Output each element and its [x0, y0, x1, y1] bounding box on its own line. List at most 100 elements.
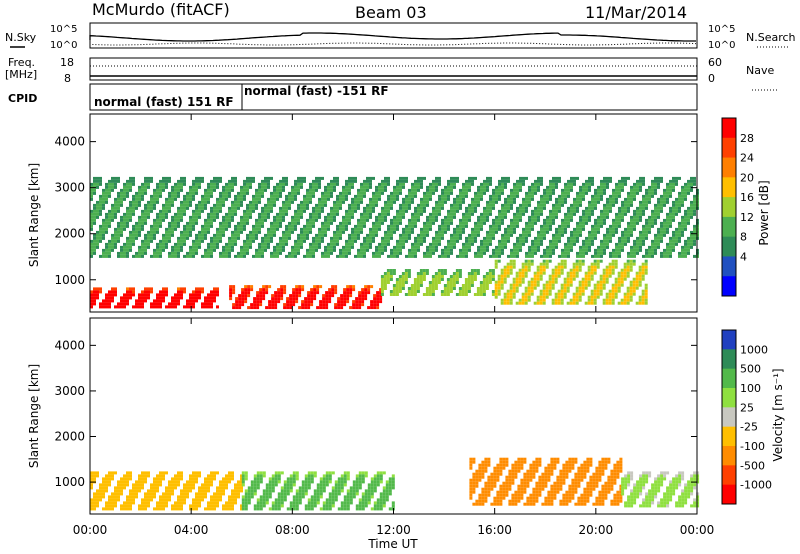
heat-cell: [282, 242, 285, 246]
heat-cell: [274, 291, 278, 295]
heat-cell: [243, 212, 246, 216]
heat-cell: [141, 486, 144, 490]
heat-cell: [186, 200, 189, 204]
heat-cell: [654, 203, 657, 207]
heat-cell: [153, 254, 156, 258]
heat-cell: [333, 206, 336, 210]
heat-cell: [608, 268, 612, 272]
heat-cell: [597, 221, 600, 225]
heat-cell: [558, 239, 561, 243]
heat-cell: [333, 200, 336, 204]
heat-cell: [605, 292, 609, 296]
heat-cell: [549, 251, 552, 255]
heat-cell: [258, 212, 261, 216]
heat-cell: [231, 200, 234, 204]
heat-cell: [585, 218, 588, 222]
heat-cell: [621, 209, 624, 213]
heat-cell: [569, 283, 573, 287]
heat-cell: [389, 272, 393, 275]
heat-cell: [195, 206, 198, 210]
heat-cell: [138, 489, 141, 493]
heat-cell: [588, 185, 591, 189]
heat-cell: [498, 179, 501, 183]
heat-cell: [357, 254, 360, 258]
heat-cell: [358, 294, 362, 298]
heat-cell: [560, 259, 564, 263]
heat-cell: [351, 227, 354, 231]
heat-cell: [192, 305, 195, 309]
heat-cell: [506, 265, 510, 269]
heat-cell: [222, 197, 225, 201]
heat-cell: [255, 236, 258, 240]
heat-cell: [225, 227, 228, 231]
heat-cell: [270, 239, 273, 243]
heat-cell: [459, 233, 462, 237]
heat-cell: [594, 203, 597, 207]
heat-cell: [543, 251, 546, 255]
heat-cell: [410, 287, 414, 290]
heat-cell: [90, 474, 93, 478]
heat-cell: [512, 277, 516, 281]
heat-cell: [114, 236, 117, 240]
heat-cell: [96, 179, 99, 183]
heat-cell: [644, 289, 648, 293]
heat-cell: [312, 185, 315, 189]
heat-cell: [174, 218, 177, 222]
heat-cell: [447, 194, 450, 198]
heat-cell: [402, 233, 405, 237]
heat-cell: [162, 218, 165, 222]
heat-cell: [324, 197, 327, 201]
heat-cell: [114, 489, 117, 493]
heat-cell: [687, 179, 690, 183]
heat-cell: [177, 248, 180, 252]
heat-cell: [204, 203, 207, 207]
heat-cell: [384, 212, 387, 216]
heat-cell: [599, 280, 603, 284]
heat-cell: [425, 287, 429, 290]
heat-cell: [552, 185, 555, 189]
heat-cell: [324, 188, 327, 192]
heat-cell: [348, 242, 351, 246]
freq-unit-label: [MHz]: [5, 68, 37, 81]
heat-cell: [354, 179, 357, 183]
heat-cell: [357, 251, 360, 255]
heat-cell: [105, 218, 108, 222]
heat-cell: [482, 278, 486, 281]
heat-cell: [458, 269, 462, 272]
heat-cell: [93, 182, 96, 186]
heat-cell: [138, 203, 141, 207]
heat-cell: [621, 248, 624, 252]
heat-cell: [336, 230, 339, 234]
heat-cell: [348, 212, 351, 216]
heat-cell: [135, 480, 138, 484]
heat-cell: [459, 236, 462, 240]
heat-cell: [351, 212, 354, 216]
heat-cell: [576, 230, 579, 234]
heat-cell: [141, 299, 144, 303]
heat-cell: [177, 209, 180, 213]
heat-cell: [342, 254, 345, 258]
heat-cell: [105, 182, 108, 186]
noise-left-tick-top: 10^5: [50, 24, 77, 35]
heat-cell: [618, 188, 621, 192]
heat-cell: [126, 188, 129, 192]
heat-cell: [198, 239, 201, 243]
heat-cell: [339, 200, 342, 204]
heat-cell: [345, 215, 348, 219]
heat-cell: [669, 206, 672, 210]
heat-cell: [300, 206, 303, 210]
heat-cell: [395, 281, 399, 284]
heat-cell: [423, 200, 426, 204]
heat-cell: [483, 185, 486, 189]
heat-cell: [588, 179, 591, 183]
heat-cell: [429, 245, 432, 249]
heat-cell: [608, 289, 612, 293]
heat-cell: [405, 176, 408, 180]
heat-cell: [644, 292, 648, 296]
heat-cell: [390, 218, 393, 222]
heat-cell: [426, 230, 429, 234]
heat-cell: [366, 242, 369, 246]
heat-cell: [618, 254, 621, 258]
heat-cell: [108, 251, 111, 255]
heat-cell: [468, 218, 471, 222]
